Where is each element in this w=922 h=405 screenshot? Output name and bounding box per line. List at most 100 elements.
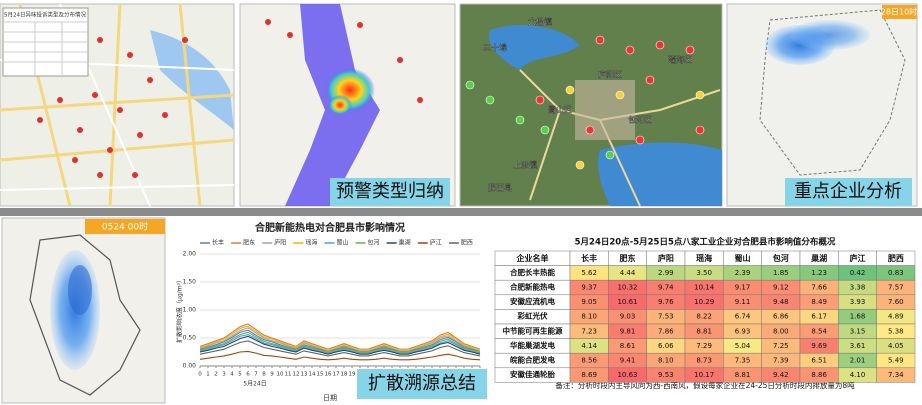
legend-label: 长丰 (212, 239, 224, 247)
cell-value: 4.05 (888, 342, 904, 350)
x-tick-label: 9 (270, 372, 274, 378)
cell-value: 8.10 (658, 357, 674, 365)
cell-value: 8.10 (581, 313, 597, 321)
source-map: 0524 00时 (1, 217, 166, 404)
cell-value: 5.38 (888, 327, 904, 335)
row-name: 合肥长丰热能 (510, 267, 555, 277)
x-tick-label: 12 (293, 372, 300, 378)
cell-value: 7.35 (735, 357, 751, 365)
cell-value: 7.23 (581, 327, 597, 335)
panel-label: 重点企业分析 (794, 181, 902, 202)
cell-value: 8.81 (735, 371, 751, 379)
x-tick-label: 7 (254, 372, 258, 378)
y-axis-title: 扩散影响浓度（μg/m³） (176, 277, 184, 343)
divider (0, 208, 922, 216)
panel-label: 预警类型归纳 (336, 181, 444, 202)
x-tick-label: 13 (301, 372, 308, 378)
legend-label: 庐江 (430, 239, 442, 247)
cell-value: 7.57 (888, 284, 904, 292)
cell-value: 4.10 (850, 371, 866, 379)
cell-value: 8.00 (773, 327, 789, 335)
place-label: 庐阳区 (598, 70, 622, 80)
cell-value: 7.86 (658, 327, 674, 335)
header-text: 企业名单 (516, 253, 549, 263)
x-tick-label: 4 (230, 372, 234, 378)
marker (605, 150, 615, 160)
marker (575, 160, 585, 170)
cell-value: 8.54 (811, 327, 827, 335)
series-line (199, 325, 481, 351)
x-tick-label: 10 (277, 372, 284, 378)
header-text: 包河 (772, 253, 789, 263)
cell-value: 9.48 (773, 298, 789, 306)
x-group-label: 5月24日 (243, 381, 266, 388)
cell-value: 8.69 (581, 371, 597, 379)
legend-label: 包河 (368, 239, 380, 247)
cell-value: 7.25 (773, 342, 789, 350)
enterprise-map: 28日10时 重点企业分析 (726, 3, 918, 207)
cell-value: 9.05 (581, 298, 597, 306)
cell-value: 3.15 (850, 327, 866, 335)
cell-value: 3.50 (696, 269, 712, 277)
marker (625, 45, 635, 55)
cell-value: 9.74 (658, 284, 674, 292)
legend-label: 瑶海 (305, 239, 317, 247)
cell-value: 9.53 (658, 371, 674, 379)
cell-value: 1.23 (811, 269, 827, 277)
warning-map: 预警类型归纳 (239, 3, 456, 207)
cell (876, 367, 916, 383)
marker (565, 85, 575, 95)
row-name: 中节能可再生能源 (503, 325, 563, 335)
header-text: 肥东 (620, 253, 636, 263)
cell-value: 8.86 (811, 371, 827, 379)
row-name: 彩虹光伏 (517, 311, 548, 321)
cell-value: 10.63 (617, 371, 637, 379)
cell-value: 5.62 (581, 269, 597, 277)
cell-value: 0.42 (850, 269, 866, 277)
marker (685, 45, 695, 55)
legend-label: 肥东 (243, 239, 255, 247)
series-line (199, 329, 481, 352)
cell-value: 8.22 (696, 313, 712, 321)
cell-value: 9.11 (735, 298, 751, 306)
cell-value: 6.06 (658, 342, 674, 350)
x-tick-label: 18 (341, 372, 348, 378)
series-line (199, 340, 481, 357)
cell-value: 8.61 (620, 342, 636, 350)
cell-value: 9.12 (773, 284, 789, 292)
marker (540, 125, 550, 135)
header-text: 巢湖 (810, 253, 827, 263)
cell-value: 7.66 (811, 284, 827, 292)
marker (585, 125, 595, 135)
table-title: 5月24日20点-5月25日5点八家工业企业对合肥县市影响值分布概况 (575, 237, 836, 248)
series-line (199, 327, 481, 352)
marker (515, 115, 525, 125)
x-tick-label: 17 (333, 372, 340, 378)
series-line (199, 331, 481, 354)
cell-value: 7.60 (888, 298, 904, 306)
cell-value: 10.14 (694, 284, 715, 292)
place-label: 大杨镇 (528, 17, 552, 27)
marker (655, 40, 665, 50)
cell-value: 0.83 (888, 269, 904, 277)
y-tick-label: 0.00 (183, 363, 197, 370)
marker (645, 75, 655, 85)
header-text: 肥西 (888, 253, 904, 263)
header-text: 长丰 (581, 253, 597, 263)
marker (465, 80, 475, 90)
cell-value: 7.29 (696, 342, 712, 350)
x-tick-label: 1 (206, 372, 210, 378)
impact-table: 5月24日20点-5月25日5点八家工业企业对合肥县市影响值分布概况 备注：分析… (494, 237, 916, 390)
cell-value: 3.61 (850, 342, 866, 350)
chart-title: 合肥新能热电对合肥县市影响情况 (254, 221, 405, 234)
marker (695, 125, 705, 135)
time-badge: 28日10时 (881, 7, 917, 17)
cell-value: 10.29 (694, 298, 714, 306)
cell-value: 6.51 (811, 357, 827, 365)
cell-value: 7.39 (773, 357, 789, 365)
marker (595, 35, 605, 45)
cell-value: 8.49 (811, 298, 827, 306)
row-name: 安徽佳通轮胎 (510, 369, 555, 379)
cell-value: 9.41 (620, 357, 636, 365)
